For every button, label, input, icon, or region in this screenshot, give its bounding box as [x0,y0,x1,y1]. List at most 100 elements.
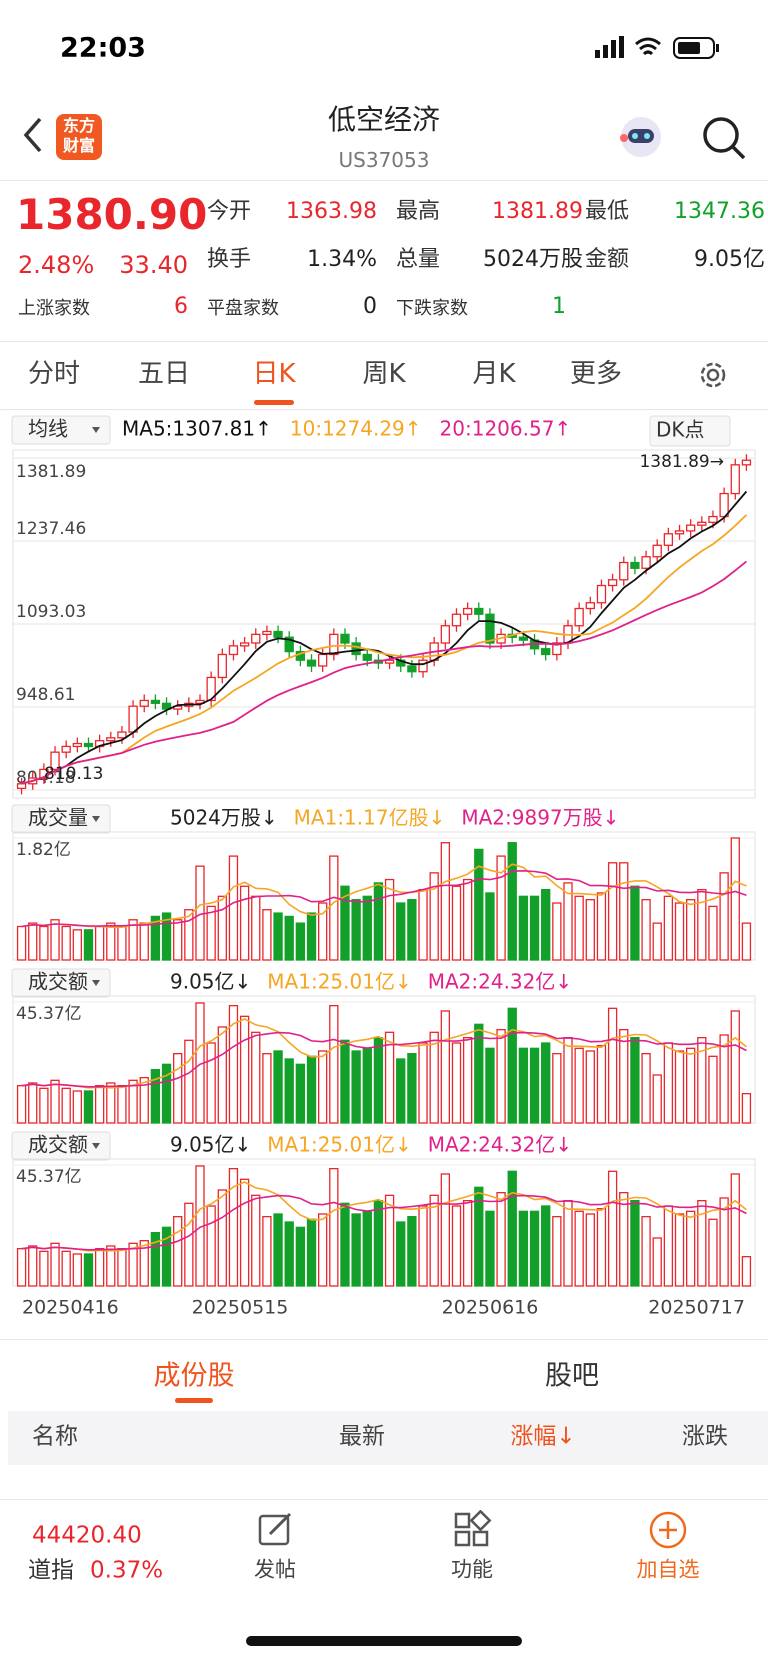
footer-action[interactable]: 发帖 [254,1557,296,1582]
volume-bar [663,1042,674,1124]
volume-bar [396,1058,406,1124]
volume-bar [117,1248,127,1287]
volume-bar [251,1194,261,1287]
volume-bar [641,899,651,961]
sub-tab[interactable]: 成份股 [153,1360,235,1392]
divider [0,341,768,342]
period-tab[interactable]: 分时 [27,359,81,389]
field-value: 1381.89 [492,199,583,224]
panel-frame [12,831,756,961]
candle-body [262,630,272,636]
ma-label: MA5:1307.81↑ [122,417,272,441]
volume-bar [128,919,138,961]
sub-tab[interactable]: 股吧 [545,1360,599,1392]
dropdown-arrow [92,816,100,822]
volume-bar [552,902,562,961]
assistant-avatar[interactable] [616,112,666,162]
volume-bar [384,1031,395,1124]
candle-body [318,653,328,667]
ma-line [21,490,748,785]
candle-body [652,544,662,558]
settings-button[interactable] [696,358,730,392]
candle-body [106,737,116,742]
volume-bar [440,1010,450,1124]
period-tab[interactable]: 日K [252,359,296,389]
post-icon[interactable] [256,1510,296,1550]
volume-bar [262,1216,272,1287]
period-tab[interactable]: 周K [362,359,406,389]
status-time: 22:03 [60,32,146,64]
volume-bar [440,842,450,961]
volume-bar [619,1192,629,1287]
volume-bar [306,1218,317,1287]
volume-bar [161,1063,172,1124]
index-name: 道指 [28,1557,74,1584]
candle-body [362,653,372,661]
volume-bar [39,1087,49,1124]
y-tick-label: 1.82亿 [16,840,71,860]
volume-bar [262,909,272,961]
volume-bar [373,1037,384,1124]
volume-bar [139,922,149,961]
back-button[interactable] [18,115,48,155]
period-tab[interactable]: 更多 [569,359,623,389]
low-label: 810.13 [44,764,103,784]
volume-bar [28,1245,38,1287]
index-pct: 0.37% [90,1557,164,1584]
index-value: 44420.40 [32,1522,142,1549]
volume-bar [284,1058,294,1124]
volume-bar [94,1085,105,1124]
logo-text: 东方 [62,116,95,135]
candle-body [585,602,595,610]
selector-box [11,415,111,445]
volume-bar [139,1240,149,1287]
candle-body [541,648,551,656]
footer-action[interactable]: 加自选 [636,1557,700,1582]
candle-body [462,607,473,615]
volume-bar [318,902,328,961]
date-label: 20250416 [22,1296,119,1319]
divider [0,1339,768,1340]
add-watch-icon[interactable] [648,1510,688,1550]
volume-bar [72,929,82,961]
period-tab[interactable]: 月K [472,359,516,389]
field-value: 1347.36 [674,199,765,224]
candle-body [596,584,607,604]
volume-bar [61,1250,71,1287]
footer-action[interactable]: 功能 [451,1557,493,1582]
search-button[interactable] [700,114,748,162]
volume-bar [284,915,294,961]
candle-body [384,659,395,664]
field-label: 最低 [585,199,630,224]
volume-bar [485,892,495,961]
volume-bar [462,1200,473,1287]
field-value: 9.05亿 [694,247,765,272]
breadth-value: 6 [174,294,188,319]
volume-bar [541,888,551,961]
candle-body [663,533,674,546]
volume-bar [407,1053,417,1124]
volume-bar [507,842,517,961]
volume-bar [485,1047,495,1124]
period-tab[interactable]: 五日 [137,359,191,389]
volume-bar [585,899,595,961]
volume-bar [139,1077,149,1124]
kline-chart: 均线 MA5:1307.81↑ 10:1274.29↑ 20:1206.57↑ DK点 8… [11,415,756,1287]
field-label: 今开 [207,199,252,224]
volume-bar [708,905,718,961]
volume-bar [474,1023,484,1124]
y-tick-label: 1381.89 [16,462,86,482]
function-icon[interactable] [452,1510,492,1550]
status-icons [595,36,719,59]
volume-bar [730,837,740,961]
tab-underline [175,1398,213,1403]
volume-bar [239,1178,250,1287]
volume-bar [418,1042,428,1124]
volume-bar [407,1216,417,1287]
breadth-value: 0 [363,294,377,319]
volume-bar [16,1248,27,1287]
volume-bar [596,1208,607,1287]
volume-bar [173,1053,183,1124]
volume-ma-line [21,1018,747,1089]
volume-bar [607,862,618,961]
